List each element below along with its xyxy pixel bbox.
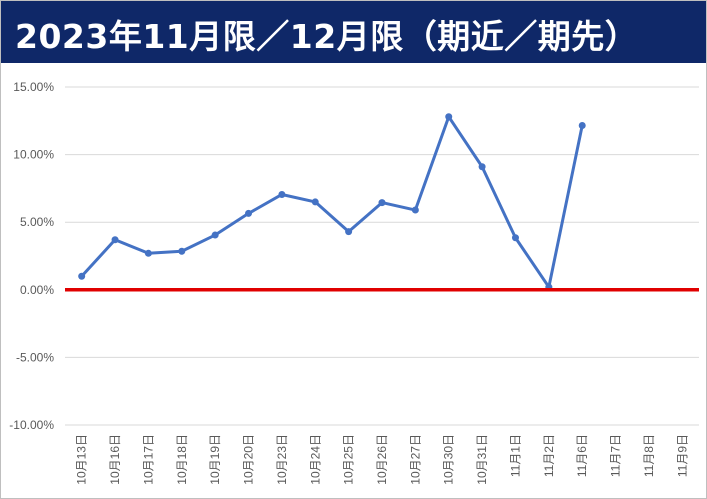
- data-point: [578, 122, 586, 130]
- x-tick-label: 10月16日: [108, 434, 122, 485]
- x-tick-label: 11月9日: [675, 434, 689, 477]
- data-point: [245, 209, 253, 217]
- x-tick-label: 10月19日: [208, 434, 222, 485]
- x-tick-label: 11月1日: [508, 434, 522, 477]
- data-point: [345, 228, 353, 236]
- data-point: [278, 190, 286, 198]
- x-tick-label: 10月24日: [308, 434, 322, 485]
- series-line: [80, 115, 584, 289]
- data-point: [311, 198, 319, 206]
- y-tick-label: 15.00%: [13, 80, 54, 94]
- data-point: [411, 206, 419, 214]
- data-point: [211, 231, 219, 239]
- x-tick-label: 10月31日: [475, 434, 489, 485]
- x-tick-label: 10月17日: [141, 434, 155, 485]
- x-tick-label: 10月26日: [375, 434, 389, 485]
- x-tick-label: 10月23日: [275, 434, 289, 485]
- x-tick-label: 10月27日: [408, 434, 422, 485]
- x-tick-label: 11月2日: [542, 434, 556, 477]
- y-tick-label: 5.00%: [20, 215, 54, 229]
- x-tick-label: 10月25日: [342, 434, 356, 485]
- x-tick-label: 11月8日: [642, 434, 656, 477]
- x-tick-label: 10月13日: [75, 434, 89, 485]
- data-point: [445, 113, 453, 121]
- title-bar: 2023年11月限／12月限（期近／期先）: [1, 1, 706, 63]
- x-tick-label: 11月6日: [575, 434, 589, 477]
- data-point: [378, 199, 386, 207]
- data-point: [111, 236, 119, 244]
- x-tick-label: 10月20日: [242, 434, 256, 485]
- data-point: [178, 247, 186, 255]
- y-tick-label: 10.00%: [13, 148, 54, 162]
- y-tick-label: -5.00%: [16, 350, 54, 364]
- chart-title: 2023年11月限／12月限（期近／期先）: [15, 17, 639, 56]
- y-tick-label: -10.00%: [9, 418, 54, 432]
- x-tick-label: 10月18日: [175, 434, 189, 485]
- y-tick-label: 0.00%: [20, 283, 54, 297]
- data-point: [144, 249, 152, 257]
- data-point: [478, 163, 486, 171]
- data-point: [78, 272, 86, 280]
- data-point: [511, 234, 519, 242]
- x-tick-label: 11月7日: [609, 434, 623, 477]
- x-tick-label: 10月30日: [442, 434, 456, 485]
